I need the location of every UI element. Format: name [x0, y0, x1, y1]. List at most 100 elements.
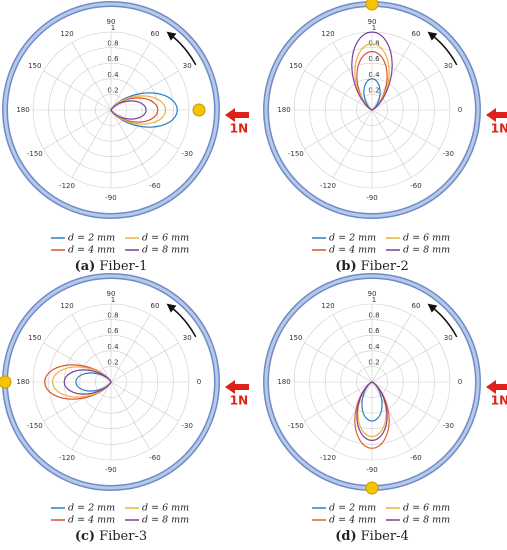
theta-grid: [71, 109, 112, 178]
theta-tick-label: 60: [151, 302, 160, 310]
theta-grid: [332, 109, 373, 178]
legend-label: d = 4 mm: [68, 515, 115, 526]
theta-tick-label: -150: [27, 150, 43, 158]
legend-label: d = 6 mm: [403, 233, 450, 244]
theta-tick-label: 180: [277, 106, 290, 114]
theta-tick-label: 90: [368, 18, 377, 26]
r-tick-label: 0.2: [107, 86, 118, 94]
theta-tick-label: 180: [16, 378, 29, 386]
theta-tick-label: -30: [181, 422, 192, 430]
theta-grid: [110, 109, 179, 150]
theta-tick-label: -60: [410, 454, 421, 462]
theta-tick-label: 120: [60, 30, 73, 38]
theta-tick-label: -30: [181, 150, 192, 158]
theta-tick-label: 60: [151, 30, 160, 38]
theta-grid: [332, 381, 373, 450]
force-label: 1N: [230, 122, 248, 136]
caption-label: (b): [335, 259, 356, 274]
polar-panel: 0.20.40.60.819060300-30-60-90-120-150180…: [263, 0, 507, 274]
theta-tick-label: -60: [149, 182, 160, 190]
legend-label: d = 8 mm: [142, 245, 189, 256]
legend-label: d = 2 mm: [329, 233, 376, 244]
sensor-marker: [0, 375, 12, 389]
theta-grid: [371, 381, 412, 450]
rotation-arrow: [427, 31, 458, 66]
theta-grid: [371, 109, 440, 150]
r-tick-label: 0.4: [107, 343, 119, 351]
polar-panel: 0.20.40.60.819060300-30-60-90-120-150180…: [2, 1, 249, 274]
theta-tick-label: -60: [410, 182, 421, 190]
theta-tick-label: 150: [28, 334, 41, 342]
lobe: [356, 381, 388, 442]
r-tick-label: 0.8: [368, 312, 379, 320]
theta-tick-label: 0: [197, 378, 201, 386]
theta-grid: [110, 381, 179, 422]
theta-grid: [110, 342, 179, 383]
theta-tick-label: 150: [289, 334, 302, 342]
theta-grid: [371, 314, 412, 383]
theta-grid: [332, 314, 373, 383]
r-tick-label: 0.8: [107, 312, 118, 320]
legend-label: d = 2 mm: [68, 503, 115, 514]
caption: (d) Fiber-4: [335, 529, 408, 544]
theta-tick-label: 60: [412, 30, 421, 38]
polar-panel: 0.20.40.60.819060300-30-60-90-120-150180…: [263, 273, 507, 544]
r-tick-label: 1: [372, 24, 376, 32]
r-tick-label: 0.4: [368, 71, 380, 79]
theta-tick-label: -120: [320, 182, 336, 190]
caption: (b) Fiber-2: [335, 259, 408, 274]
theta-tick-label: -30: [442, 150, 453, 158]
theta-tick-label: 0: [458, 106, 462, 114]
caption-label: (d): [335, 529, 356, 544]
theta-tick-label: -90: [105, 194, 116, 202]
theta-grid: [43, 109, 112, 150]
theta-tick-label: 60: [412, 302, 421, 310]
r-tick-label: 1: [372, 296, 376, 304]
theta-tick-label: 30: [183, 62, 192, 70]
theta-grid: [371, 381, 440, 422]
theta-grid: [371, 342, 440, 383]
legend-label: d = 6 mm: [142, 503, 189, 514]
r-tick-label: 0.2: [368, 86, 379, 94]
theta-tick-label: 30: [183, 334, 192, 342]
theta-tick-label: 150: [289, 62, 302, 70]
sensor-marker: [192, 103, 206, 117]
theta-tick-label: 90: [107, 18, 116, 26]
legend-label: d = 6 mm: [142, 233, 189, 244]
theta-tick-label: 90: [368, 290, 377, 298]
theta-grid: [110, 70, 179, 111]
theta-tick-label: 150: [28, 62, 41, 70]
theta-grid: [304, 70, 373, 111]
legend-label: d = 2 mm: [329, 503, 376, 514]
r-tick-label: 1: [111, 24, 115, 32]
sensor-marker: [365, 481, 379, 495]
theta-tick-label: 90: [107, 290, 116, 298]
force-arrow: [486, 108, 507, 122]
r-tick-label: 0.4: [368, 343, 380, 351]
theta-grid: [43, 342, 112, 383]
r-tick-label: 0.2: [368, 358, 379, 366]
theta-tick-label: -120: [59, 454, 75, 462]
caption: (c) Fiber-3: [75, 529, 147, 544]
caption: (a) Fiber-1: [75, 259, 148, 274]
rotation-arrow: [427, 303, 458, 338]
legend-label: d = 6 mm: [403, 503, 450, 514]
r-tick-label: 1: [111, 296, 115, 304]
theta-grid: [110, 314, 151, 383]
r-tick-label: 0.4: [107, 71, 119, 79]
theta-tick-label: 0: [458, 378, 462, 386]
theta-grid: [71, 42, 112, 111]
theta-tick-label: -150: [288, 150, 304, 158]
theta-tick-label: -90: [366, 466, 377, 474]
theta-tick-label: 30: [444, 334, 453, 342]
caption-text: Fiber-4: [361, 529, 409, 544]
theta-tick-label: -150: [288, 422, 304, 430]
caption-text: Fiber-2: [361, 259, 409, 274]
legend-label: d = 8 mm: [403, 515, 450, 526]
theta-grid: [43, 381, 112, 422]
r-tick-label: 0.6: [368, 55, 380, 63]
force-arrow: [486, 380, 507, 394]
caption-text: Fiber-3: [99, 529, 147, 544]
force-label: 1N: [491, 394, 507, 408]
rotation-arrow: [166, 31, 197, 66]
